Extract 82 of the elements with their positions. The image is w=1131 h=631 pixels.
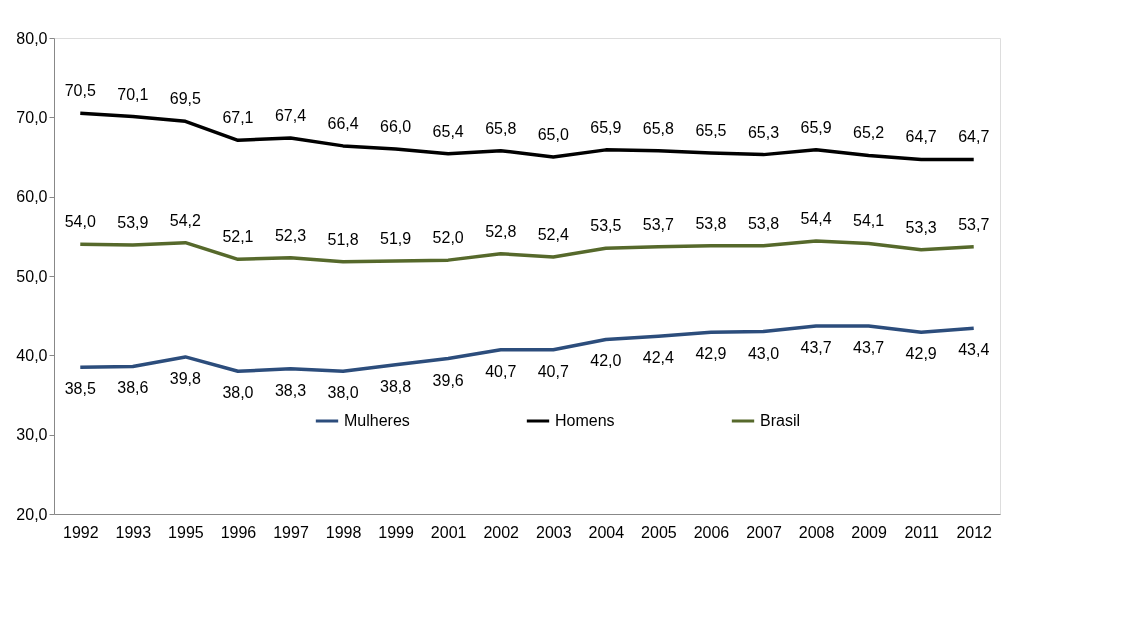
data-label: 65,2 bbox=[853, 124, 885, 142]
data-label: 65,9 bbox=[590, 118, 622, 136]
y-tick-label: 20,0 bbox=[16, 505, 48, 523]
data-label: 66,0 bbox=[380, 118, 412, 136]
x-tick-label: 2008 bbox=[798, 523, 835, 541]
x-tick-label: 2004 bbox=[588, 523, 625, 541]
data-label: 38,6 bbox=[117, 379, 149, 397]
data-label: 52,1 bbox=[222, 228, 254, 246]
data-label: 65,4 bbox=[432, 122, 464, 140]
x-tick-label: 2009 bbox=[851, 523, 888, 541]
legend-label: Mulheres bbox=[344, 412, 410, 429]
data-label: 42,9 bbox=[905, 345, 937, 363]
data-label: 65,3 bbox=[747, 123, 780, 141]
data-label: 65,9 bbox=[800, 118, 832, 136]
x-tick-label: 2007 bbox=[746, 523, 782, 541]
data-label: 53,5 bbox=[590, 217, 622, 235]
x-tick-label: 2005 bbox=[641, 523, 677, 541]
data-label: 38,8 bbox=[380, 377, 412, 395]
y-tick-label: 80,0 bbox=[16, 29, 48, 47]
x-tick-label: 2011 bbox=[904, 523, 939, 541]
data-label: 43,4 bbox=[958, 341, 990, 359]
data-label: 51,9 bbox=[380, 229, 412, 247]
data-label: 38,5 bbox=[64, 380, 96, 398]
data-label: 53,7 bbox=[642, 215, 675, 233]
data-label: 53,8 bbox=[695, 214, 727, 232]
x-tick-label: 1997 bbox=[273, 523, 309, 541]
data-label: 65,8 bbox=[485, 119, 517, 137]
data-label: 64,7 bbox=[905, 128, 937, 146]
x-tick-label: 1996 bbox=[220, 523, 257, 541]
legend-label: Brasil bbox=[760, 412, 801, 429]
x-tick-label: 2003 bbox=[535, 523, 572, 541]
data-label: 38,0 bbox=[327, 384, 359, 402]
data-label: 54,2 bbox=[169, 211, 202, 229]
y-tick-label: 70,0 bbox=[16, 108, 48, 126]
data-label: 65,8 bbox=[642, 119, 675, 137]
x-tick-label: 1993 bbox=[115, 523, 152, 541]
data-label: 52,8 bbox=[485, 222, 517, 240]
x-tick-label: 1992 bbox=[62, 523, 99, 541]
y-tick-label: 50,0 bbox=[16, 267, 48, 285]
data-label: 52,4 bbox=[537, 225, 569, 243]
y-tick-label: 40,0 bbox=[16, 346, 48, 364]
data-label: 53,3 bbox=[905, 218, 937, 236]
x-tick-label: 1995 bbox=[168, 523, 204, 541]
data-label: 51,8 bbox=[327, 230, 359, 248]
data-label: 69,5 bbox=[169, 90, 202, 108]
data-label: 52,3 bbox=[274, 226, 307, 244]
data-label: 67,4 bbox=[274, 106, 307, 124]
data-label: 42,0 bbox=[590, 352, 622, 370]
data-label: 43,7 bbox=[800, 338, 832, 356]
x-tick-label: 1999 bbox=[378, 523, 415, 541]
data-label: 70,1 bbox=[117, 85, 149, 103]
data-label: 43,0 bbox=[747, 344, 780, 362]
legend-label: Homens bbox=[555, 412, 615, 429]
x-tick-label: 2012 bbox=[956, 523, 993, 541]
data-label: 53,8 bbox=[747, 214, 780, 232]
data-label: 42,9 bbox=[695, 345, 727, 363]
data-label: 66,4 bbox=[327, 114, 359, 132]
data-label: 43,7 bbox=[853, 338, 885, 356]
data-label: 54,0 bbox=[64, 213, 96, 231]
data-label: 40,7 bbox=[537, 362, 569, 380]
data-label: 65,5 bbox=[695, 122, 727, 140]
data-label: 52,0 bbox=[432, 229, 464, 247]
data-label: 65,0 bbox=[537, 126, 569, 143]
data-label: 39,8 bbox=[169, 369, 202, 387]
data-label: 40,7 bbox=[485, 362, 517, 380]
data-label: 38,0 bbox=[222, 384, 254, 402]
data-label: 64,7 bbox=[958, 128, 990, 146]
x-tick-label: 2001 bbox=[430, 523, 467, 541]
x-tick-label: 1998 bbox=[325, 523, 362, 541]
data-label: 53,7 bbox=[958, 215, 990, 233]
x-tick-label: 2006 bbox=[693, 523, 730, 541]
x-tick-label: 2002 bbox=[483, 523, 520, 541]
data-label: 67,1 bbox=[222, 109, 254, 127]
data-label: 70,5 bbox=[64, 82, 96, 100]
data-label: 53,9 bbox=[117, 214, 149, 232]
data-label: 39,6 bbox=[432, 371, 464, 389]
data-label: 38,3 bbox=[274, 381, 307, 399]
y-tick-label: 30,0 bbox=[16, 426, 48, 444]
data-label: 54,1 bbox=[853, 212, 885, 230]
data-label: 42,4 bbox=[642, 349, 675, 367]
data-label: 54,4 bbox=[800, 210, 832, 228]
y-tick-label: 60,0 bbox=[16, 188, 48, 206]
